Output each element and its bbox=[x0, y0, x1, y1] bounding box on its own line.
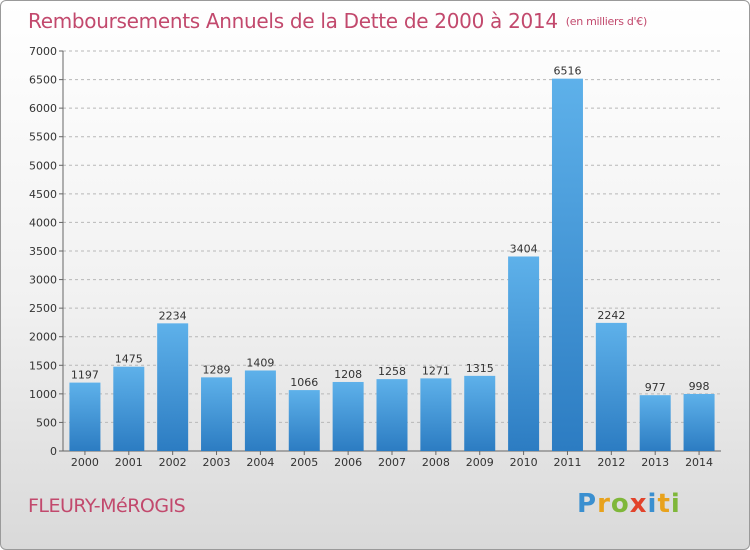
bar-2014 bbox=[683, 393, 715, 451]
bar-2000 bbox=[69, 382, 101, 451]
bar-2012 bbox=[595, 322, 627, 451]
x-tick-label: 2008 bbox=[422, 456, 450, 469]
y-axis-ticks: 0 500 1000 1500 2000 2500 3000 3500 4000 4500 5000… bbox=[29, 45, 721, 458]
logo-letter: P bbox=[577, 489, 598, 519]
data-label: 1197 bbox=[71, 369, 99, 382]
y-tick-label: 500 bbox=[36, 416, 57, 429]
bar-2013 bbox=[639, 395, 671, 451]
data-label: 1289 bbox=[203, 363, 231, 376]
data-label: 1315 bbox=[466, 362, 494, 375]
bar-2010 bbox=[508, 256, 540, 451]
logo-letter: i bbox=[647, 489, 658, 519]
y-tick-label: 1000 bbox=[29, 388, 57, 401]
y-tick-label: 5500 bbox=[29, 131, 57, 144]
chart-title-text: Remboursements Annuels de la Dette de 20… bbox=[28, 9, 558, 33]
bar-2007 bbox=[376, 379, 408, 451]
data-label: 998 bbox=[689, 380, 710, 393]
x-tick-label: 2010 bbox=[510, 456, 538, 469]
bar-2006 bbox=[332, 381, 364, 451]
x-tick-label: 2001 bbox=[115, 456, 143, 469]
y-tick-label: 3000 bbox=[29, 274, 57, 287]
data-label: 1475 bbox=[115, 353, 143, 366]
x-tick-label: 2014 bbox=[685, 456, 713, 469]
data-label: 1409 bbox=[246, 356, 274, 369]
x-tick-label: 2002 bbox=[159, 456, 187, 469]
bar-2004 bbox=[244, 370, 276, 451]
logo-letter: x bbox=[629, 489, 648, 519]
y-tick-label: 2500 bbox=[29, 302, 57, 315]
logo-letter: r bbox=[597, 489, 611, 519]
y-tick-label: 3500 bbox=[29, 245, 57, 258]
x-tick-label: 2006 bbox=[334, 456, 362, 469]
proxiti-logo: Proxiti bbox=[577, 489, 681, 519]
bar-2001 bbox=[113, 366, 145, 451]
y-tick-label: 6000 bbox=[29, 102, 57, 115]
data-labels: 1197 1475 2234 1289 1409 1066 1208 1258 1271 1315… bbox=[71, 65, 710, 395]
x-axis-ticks: 2000 2001 2002 2003 2004 2005 2006 2007 2008 2009… bbox=[71, 451, 713, 469]
data-label: 1208 bbox=[334, 368, 362, 381]
y-tick-label: 4000 bbox=[29, 216, 57, 229]
y-tick-label: 2000 bbox=[29, 331, 57, 344]
x-tick-label: 2009 bbox=[466, 456, 494, 469]
logo-letter: o bbox=[610, 489, 630, 519]
data-label: 1066 bbox=[290, 376, 318, 389]
y-tick-label: 7000 bbox=[29, 45, 57, 58]
bar-2003 bbox=[201, 377, 233, 451]
x-tick-label: 2013 bbox=[641, 456, 669, 469]
bar-2009 bbox=[464, 375, 496, 451]
data-label: 1258 bbox=[378, 365, 406, 378]
data-label: 2234 bbox=[159, 309, 187, 322]
data-label: 1271 bbox=[422, 364, 450, 377]
logo-letter: i bbox=[670, 489, 681, 519]
data-label: 977 bbox=[645, 381, 666, 394]
y-tick-label: 0 bbox=[50, 445, 57, 458]
x-tick-label: 2011 bbox=[553, 456, 581, 469]
x-tick-label: 2005 bbox=[290, 456, 318, 469]
bar-2005 bbox=[288, 390, 320, 451]
x-tick-label: 2004 bbox=[246, 456, 274, 469]
x-tick-label: 2003 bbox=[203, 456, 231, 469]
y-tick-label: 1500 bbox=[29, 359, 57, 372]
chart-title: Remboursements Annuels de la Dette de 20… bbox=[28, 9, 647, 33]
city-name: FLEURY-MéROGIS bbox=[28, 495, 186, 517]
bar-2002 bbox=[157, 323, 189, 451]
x-tick-label: 2012 bbox=[597, 456, 625, 469]
x-tick-label: 2007 bbox=[378, 456, 406, 469]
bar-2008 bbox=[420, 378, 452, 451]
bar-2011 bbox=[551, 78, 583, 452]
data-label: 2242 bbox=[597, 309, 625, 322]
chart-unit: (en milliers d'€) bbox=[565, 15, 647, 28]
y-tick-label: 5000 bbox=[29, 159, 57, 172]
y-tick-label: 6500 bbox=[29, 74, 57, 87]
data-label: 6516 bbox=[553, 65, 581, 78]
bars bbox=[69, 78, 715, 452]
data-label: 3404 bbox=[510, 242, 538, 255]
logo-letter: t bbox=[657, 489, 671, 519]
y-tick-label: 4500 bbox=[29, 188, 57, 201]
x-tick-label: 2000 bbox=[71, 456, 99, 469]
